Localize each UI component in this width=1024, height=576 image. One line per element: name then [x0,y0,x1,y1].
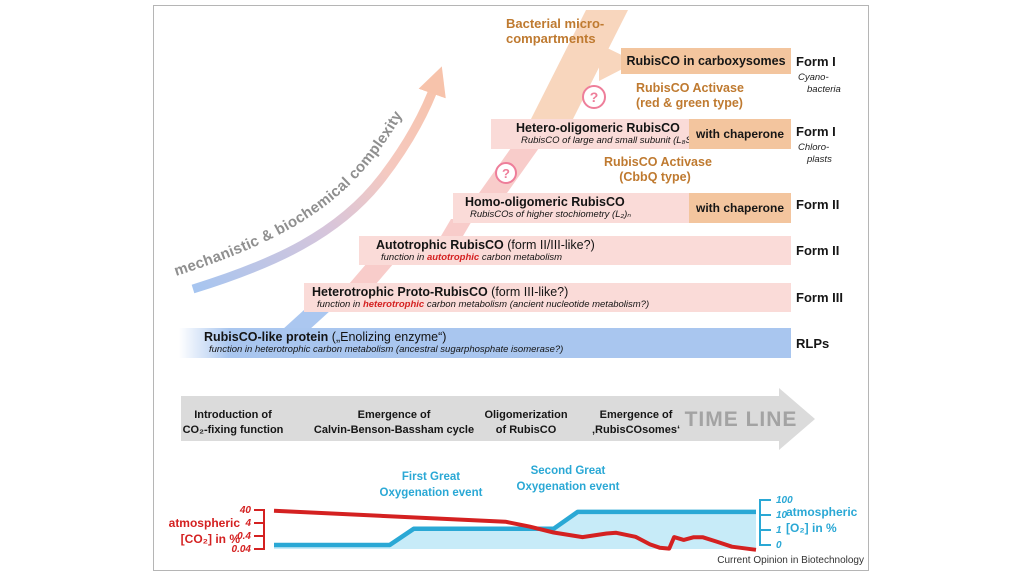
subtitle-highlight: autotrophic [426,252,480,263]
o2-axis-label: atmospheric [O₂] in % [786,505,858,535]
activase-red-green-label: RubisCO Activase (red & green type) [636,81,744,110]
co2-tick-4: 4 [245,518,251,529]
timeline-arrow-body [181,396,779,441]
question-mark-middle: ? [502,166,510,181]
first-goe-annotation: First Great Oxygenation event [379,471,483,499]
chaperone-badge-form2: with chaperone [689,193,791,223]
co2-axis-label: atmospheric [CO₂] in % [168,516,240,546]
chaperone-badge-form1: with chaperone [689,119,791,149]
timeline-milestone-co2-fixing: Introduction of CO₂-fixing function [182,409,284,436]
bacterial-microcompartments-label: Bacterial micro- compartments [506,16,605,46]
second-goe-annotation: Second Great Oxygenation event [516,465,620,493]
band-subtitle: RubisCOs of higher stochiometry (L₂)ₙ [470,209,632,220]
o2-line [274,509,756,548]
timeline-milestone-oligomerization: Oligomerization of RubisCO [484,409,568,436]
band-title: RubisCO in carboxysomes [626,54,786,68]
band-hetero-oligomeric: Hetero-oligomeric RubisCO RubisCO of lar… [491,119,699,149]
band-title: Heterotrophic Proto-RubisCO [312,285,488,299]
ribbon-form3-to-form2 [349,263,394,284]
band-title: Autotrophic RubisCO [376,238,504,252]
timeline-milestone-rubiscosomes: Emergence of ‚RubisCOsomes‘ [591,409,681,436]
band-subtitle: RubisCO of large and small subunit (L₈S₈… [521,135,699,146]
figure-frame: mechanistic & biochemical complexity ? ?… [153,5,869,571]
band-autotrophic: Autotrophic RubisCO (form II/III-like?) … [359,236,791,265]
timeline-axis-label: TIME LINE [684,408,798,431]
co2-tick-0.4: 0.4 [237,531,251,542]
activase-cbbq-label: RubisCO Activase (CbbQ type) [604,155,712,184]
complexity-arrow [191,66,446,294]
timeline-milestone-cbb-cycle: Emergence of Calvin-Benson-Bassham cycle [313,409,475,436]
figure-graphics: mechanistic & biochemical complexity ? ? [172,10,771,552]
carboxysome-arrowhead [599,44,636,81]
ribbon-hetero-to-carboxysomes [531,10,628,119]
co2-line [273,508,757,552]
ribbon-form2-to-homo [441,219,473,236]
band-title-suffix: (form III-like?) [487,285,569,299]
question-mark-top: ? [590,89,599,105]
band-title-suffix: („Enolizing enzyme“) [328,330,447,344]
form-label-3: Form III [796,290,843,305]
band-carboxysomes: RubisCO in carboxysomes [621,48,791,74]
co2-axis-bracket [254,509,265,550]
o2-tick-100: 100 [776,495,793,506]
o2-axis-bracket [759,499,771,546]
band-title: Homo-oligomeric RubisCO [465,195,625,209]
band-title: RubisCO-like protein [204,330,329,344]
o2-tick-1: 1 [776,525,782,536]
ribbon-rlp-to-form3 [282,310,331,330]
timeline-arrowhead [779,388,815,450]
taxon-cyanobacteria: Cyano- bacteria [798,72,841,95]
o2-tick-0: 0 [776,540,782,551]
taxon-chloroplasts: Chloro- plasts [798,142,832,165]
band-subtitle: function in heterotrophic carbon metabol… [209,344,564,355]
co2-tick-0.04: 0.04 [231,544,251,555]
subtitle-highlight: heterotrophic [362,299,425,310]
question-circle-top [582,85,606,109]
band-title: Hetero-oligomeric RubisCO [516,121,680,135]
band-heterotrophic: Heterotrophic Proto-RubisCO (form III-li… [304,283,791,312]
form-label-1b: Form I [796,124,836,139]
form-label-rlps: RLPs [796,336,830,351]
form-label-2b: Form II [796,243,840,258]
question-circle-middle [495,162,517,184]
band-title-suffix: (form II/III-like?) [503,238,595,252]
band-homo-oligomeric: Homo-oligomeric RubisCO RubisCOs of high… [453,193,689,223]
band-rlp: RubisCO-like protein („Enolizing enzyme“… [179,328,791,358]
journal-credit: Current Opinion in Biotechnology [717,555,864,566]
o2-tick-10: 10 [776,510,788,521]
form-label-1a: Form I [796,54,836,69]
form-label-2a: Form II [796,197,840,212]
co2-tick-40: 40 [239,505,251,516]
